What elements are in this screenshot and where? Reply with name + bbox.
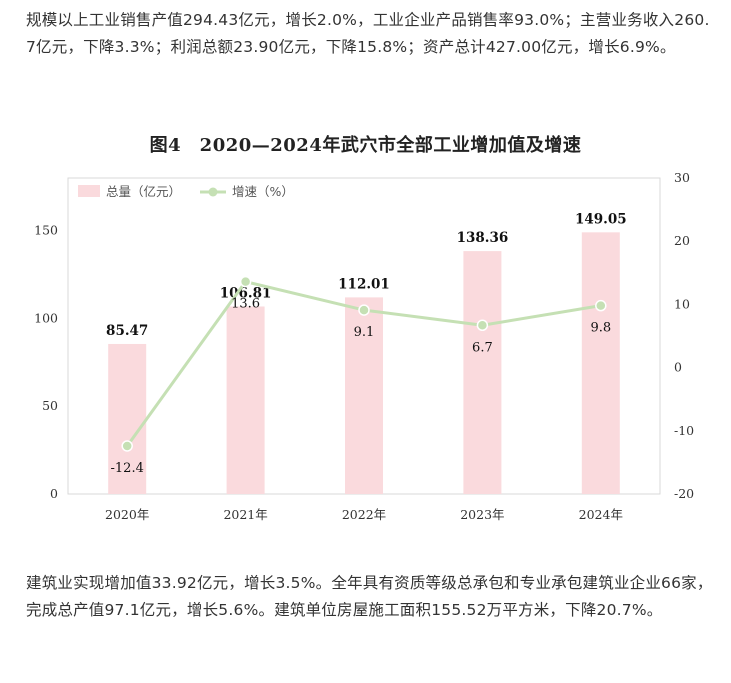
y-right-tick-label: 30 (674, 170, 690, 185)
x-tick-label: 2020年 (105, 507, 149, 522)
intro-paragraph: 规模以上工业销售产值294.43亿元，增长2.0%，工业企业产品销售率93.0%… (26, 11, 710, 56)
legend-label-line: 增速（%） (232, 184, 294, 199)
y-left-tick-label: 150 (34, 223, 58, 238)
bar (345, 297, 383, 494)
y-left-tick-label: 100 (34, 310, 58, 325)
legend-swatch-bar (78, 185, 100, 197)
growth-point (239, 275, 252, 288)
growth-point (595, 299, 607, 312)
growth-value-label: 6.7 (472, 340, 493, 355)
bar-value-label: 85.47 (106, 323, 148, 339)
bar-value-label: 149.05 (575, 211, 627, 227)
growth-value-label: 9.1 (354, 325, 375, 340)
growth-value-label: -12.4 (111, 461, 144, 476)
growth-point (121, 440, 133, 452)
growth-value-label: 9.8 (590, 321, 611, 336)
growth-value-label: 13.6 (231, 297, 260, 312)
y-right-tick-label: -20 (674, 486, 694, 501)
construction-paragraph: 建筑业实现增加值33.92亿元，增长3.5%。全年具有资质等级总承包和专业承包建… (26, 574, 713, 619)
bar (581, 232, 620, 494)
y-left-tick-label: 0 (50, 486, 58, 501)
legend-swatch-point (208, 187, 218, 197)
y-right-tick-label: 10 (674, 296, 690, 311)
growth-point (358, 304, 370, 316)
y-right-tick-label: 0 (674, 360, 682, 375)
y-left-tick-label: 50 (42, 398, 58, 413)
growth-point (476, 319, 489, 332)
y-right-tick-label: 20 (674, 233, 690, 248)
bar (463, 251, 502, 494)
x-tick-label: 2024年 (579, 507, 623, 522)
x-tick-label: 2022年 (342, 507, 386, 522)
y-right-tick-label: -10 (674, 423, 694, 438)
x-tick-label: 2021年 (223, 507, 267, 522)
bar-value-label: 138.36 (457, 230, 509, 246)
bar-value-label: 112.01 (338, 276, 390, 292)
x-tick-label: 2023年 (460, 507, 504, 522)
legend-label-bar: 总量（亿元） (106, 184, 181, 199)
chart-title: 图4 2020—2024年武穴市全部工业增加值及增速 (149, 135, 582, 156)
bar (108, 343, 147, 494)
bar (226, 306, 265, 494)
